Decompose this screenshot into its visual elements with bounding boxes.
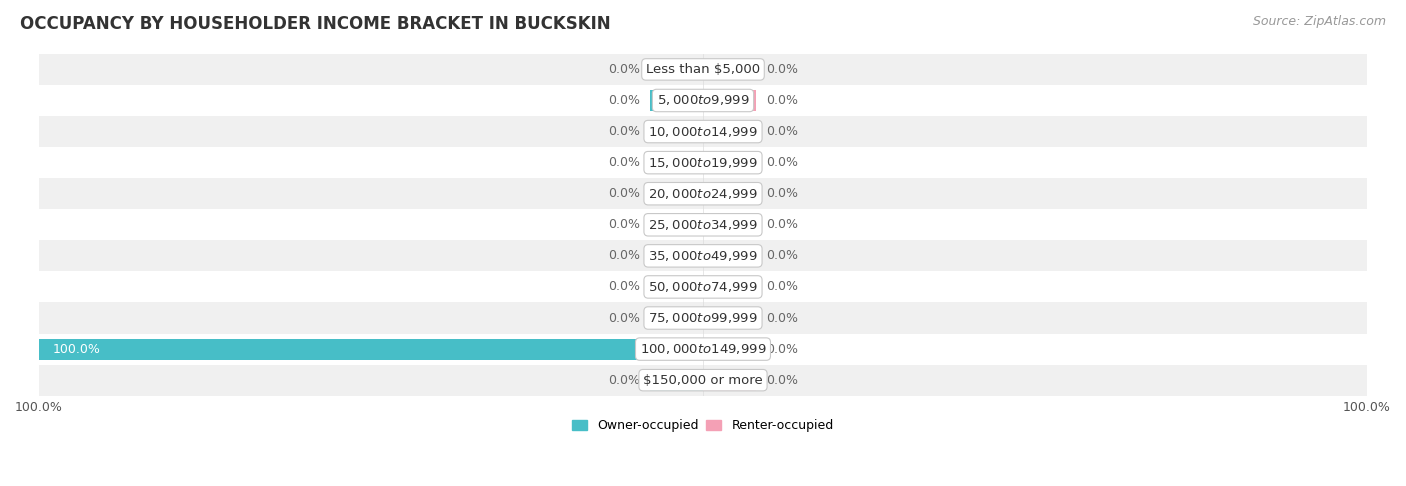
Bar (703, 214, 756, 235)
Text: $5,000 to $9,999: $5,000 to $9,999 (657, 93, 749, 107)
Text: $10,000 to $14,999: $10,000 to $14,999 (648, 124, 758, 139)
Bar (650, 90, 703, 111)
Bar (39, 85, 1367, 116)
Text: $20,000 to $24,999: $20,000 to $24,999 (648, 187, 758, 201)
Bar (39, 209, 1367, 240)
Text: 0.0%: 0.0% (766, 280, 799, 294)
Bar (39, 364, 1367, 396)
Bar (650, 152, 703, 173)
Text: 0.0%: 0.0% (607, 218, 640, 231)
Text: $35,000 to $49,999: $35,000 to $49,999 (648, 249, 758, 263)
Text: $100,000 to $149,999: $100,000 to $149,999 (640, 342, 766, 356)
Text: 0.0%: 0.0% (766, 249, 799, 262)
Text: 0.0%: 0.0% (766, 156, 799, 169)
Text: $50,000 to $74,999: $50,000 to $74,999 (648, 280, 758, 294)
Bar (703, 339, 756, 360)
Bar (703, 183, 756, 204)
Text: 0.0%: 0.0% (766, 343, 799, 356)
Legend: Owner-occupied, Renter-occupied: Owner-occupied, Renter-occupied (568, 414, 838, 437)
Bar (650, 277, 703, 297)
Text: 0.0%: 0.0% (607, 156, 640, 169)
Text: Less than $5,000: Less than $5,000 (645, 63, 761, 76)
Text: $25,000 to $34,999: $25,000 to $34,999 (648, 218, 758, 232)
Bar (703, 90, 756, 111)
Bar (39, 147, 1367, 178)
Text: 0.0%: 0.0% (607, 63, 640, 76)
Text: 0.0%: 0.0% (607, 187, 640, 200)
Text: Source: ZipAtlas.com: Source: ZipAtlas.com (1253, 15, 1386, 28)
Text: $15,000 to $19,999: $15,000 to $19,999 (648, 156, 758, 170)
Bar (650, 245, 703, 266)
Bar (650, 308, 703, 329)
Text: $75,000 to $99,999: $75,000 to $99,999 (648, 311, 758, 325)
Bar (650, 214, 703, 235)
Bar (39, 302, 1367, 333)
Bar (650, 369, 703, 391)
Bar (650, 183, 703, 204)
Text: $150,000 or more: $150,000 or more (643, 374, 763, 387)
Text: 0.0%: 0.0% (766, 63, 799, 76)
Bar (39, 116, 1367, 147)
Text: 0.0%: 0.0% (766, 187, 799, 200)
Bar (650, 59, 703, 80)
Bar (703, 59, 756, 80)
Bar (703, 245, 756, 266)
Bar (39, 240, 1367, 271)
Text: 0.0%: 0.0% (766, 125, 799, 138)
Bar (650, 121, 703, 142)
Text: 0.0%: 0.0% (607, 125, 640, 138)
Bar (703, 152, 756, 173)
Text: 0.0%: 0.0% (607, 249, 640, 262)
Text: 0.0%: 0.0% (766, 312, 799, 325)
Text: 0.0%: 0.0% (607, 312, 640, 325)
Text: 0.0%: 0.0% (607, 374, 640, 387)
Bar (703, 121, 756, 142)
Text: 0.0%: 0.0% (766, 218, 799, 231)
Bar (703, 369, 756, 391)
Text: OCCUPANCY BY HOUSEHOLDER INCOME BRACKET IN BUCKSKIN: OCCUPANCY BY HOUSEHOLDER INCOME BRACKET … (20, 15, 610, 33)
Bar (39, 178, 1367, 209)
Bar (703, 308, 756, 329)
Text: 100.0%: 100.0% (52, 343, 100, 356)
Text: 0.0%: 0.0% (607, 280, 640, 294)
Bar (39, 54, 1367, 85)
Bar (39, 339, 703, 360)
Text: 0.0%: 0.0% (766, 94, 799, 107)
Bar (39, 333, 1367, 364)
Text: 0.0%: 0.0% (766, 374, 799, 387)
Bar (703, 277, 756, 297)
Text: 0.0%: 0.0% (607, 94, 640, 107)
Bar (39, 271, 1367, 302)
